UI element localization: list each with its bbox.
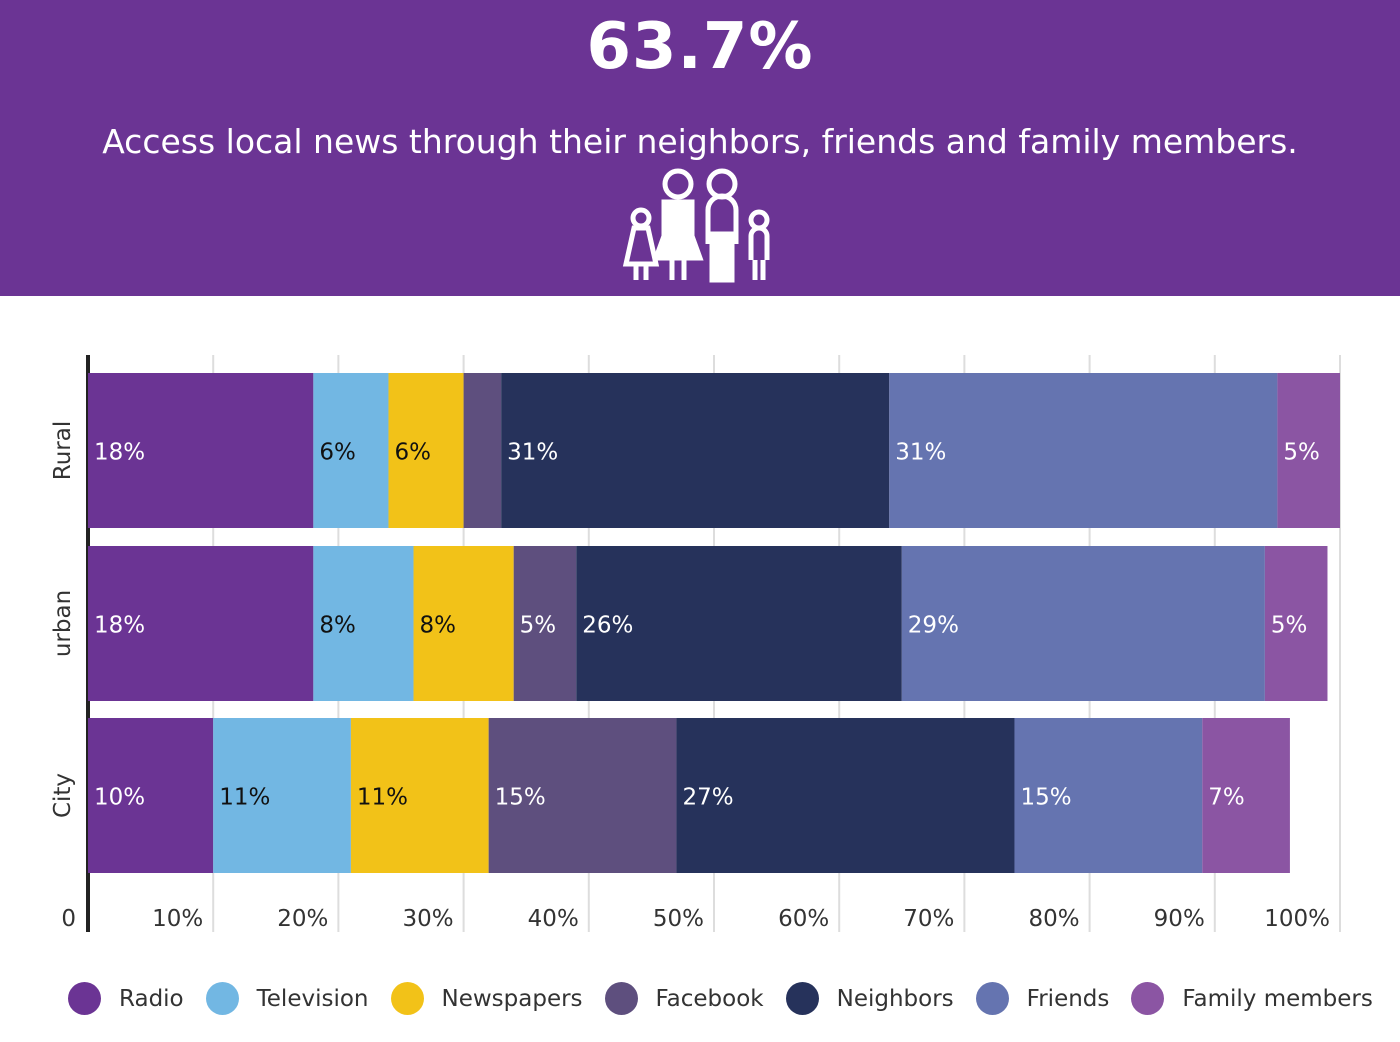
family-icon <box>622 168 770 283</box>
legend-item: Friends <box>975 982 1110 1015</box>
bar-segment-radio <box>88 718 214 873</box>
x-tick-label: 10% <box>152 906 203 932</box>
data-label: 15% <box>1020 785 1071 811</box>
legend-label: Facebook <box>655 985 764 1012</box>
legend-item: Television <box>205 982 369 1015</box>
legend-swatch <box>1131 982 1165 1015</box>
data-label: 27% <box>682 785 733 811</box>
data-label: 5% <box>520 613 557 639</box>
data-label: 5% <box>1271 613 1308 639</box>
category-label: Rural <box>50 421 76 480</box>
x-tick-label: 100% <box>1264 906 1330 932</box>
bar-segment-television <box>313 373 389 528</box>
legend-swatch <box>604 982 638 1015</box>
stacked-bar-chart: 0 10% 20% 30% 40% 50% 60% 70% 80% 90% 100% Rural 18%… <box>50 355 1341 932</box>
headline-subtitle: Access local news through their neighbor… <box>102 122 1298 161</box>
data-label: 8% <box>420 613 457 639</box>
category-label: City <box>50 773 76 818</box>
data-label: 6% <box>394 440 431 466</box>
x-tick-label: 40% <box>528 906 579 932</box>
legend-item: Newspapers <box>390 982 583 1015</box>
bar-segment-radio <box>88 373 314 528</box>
bar-segment-television <box>313 546 414 701</box>
bar-segment-friends <box>1014 718 1203 873</box>
bar-segment-neighbors <box>576 546 902 701</box>
data-label: 18% <box>94 440 145 466</box>
bar-segment-family-members <box>1264 546 1328 701</box>
bar-segment-friends <box>901 546 1265 701</box>
x-tick-label: 20% <box>277 906 328 932</box>
x-tick-label: 90% <box>1154 906 1205 932</box>
x-tick-label: 50% <box>653 906 704 932</box>
legend-label: Family members <box>1182 985 1373 1012</box>
legend-item: Facebook <box>604 982 764 1015</box>
data-label: 8% <box>319 613 356 639</box>
headline-stat: 63.7% <box>586 10 814 84</box>
data-label: 11% <box>357 785 408 811</box>
data-label: 31% <box>895 440 946 466</box>
header-banner: 63.7% Access local news through their ne… <box>0 0 1400 296</box>
bar-segment-neighbors <box>676 718 1015 873</box>
data-label: 18% <box>94 613 145 639</box>
legend-label: Radio <box>119 985 184 1012</box>
x-tick-label: 70% <box>903 906 954 932</box>
x-tick-label: 60% <box>778 906 829 932</box>
x-tick-label: 30% <box>402 906 453 932</box>
legend-label: Friends <box>1026 985 1110 1012</box>
legend-swatch <box>205 982 239 1015</box>
data-label: 11% <box>219 785 270 811</box>
bar-segment-friends <box>889 373 1278 528</box>
data-label: 31% <box>507 440 558 466</box>
data-label: 10% <box>94 785 145 811</box>
bar-segment-newspapers <box>413 546 514 701</box>
bar-segment-facebook <box>488 718 677 873</box>
data-label: 15% <box>495 785 546 811</box>
bar-segment-facebook <box>513 546 577 701</box>
data-label: 5% <box>1283 440 1320 466</box>
bar-segment-family-members <box>1277 373 1340 528</box>
data-label: 26% <box>582 613 633 639</box>
legend: Radio Television Newspapers Facebook Neighbo… <box>68 982 1395 1015</box>
bar-segment-family-members <box>1202 718 1290 873</box>
bar-segment-television <box>213 718 351 873</box>
legend-swatch <box>390 982 424 1015</box>
legend-label: Neighbors <box>836 985 954 1012</box>
bar-segment-neighbors <box>501 373 890 528</box>
legend-swatch <box>975 982 1009 1015</box>
legend-item: Radio <box>68 982 184 1015</box>
legend-item: Neighbors <box>785 982 954 1015</box>
data-label: 7% <box>1208 785 1245 811</box>
bar-segment-radio <box>88 546 314 701</box>
bar-segment-newspapers <box>388 373 464 528</box>
legend-label: Newspapers <box>441 985 583 1012</box>
x-tick-label: 0 <box>61 906 76 932</box>
legend-swatch <box>68 982 101 1015</box>
legend-label: Television <box>256 985 369 1012</box>
data-label: 6% <box>319 440 356 466</box>
data-label: 29% <box>908 613 959 639</box>
legend-item: Family members <box>1131 982 1373 1015</box>
bar-segment-facebook <box>463 373 502 528</box>
legend-swatch <box>785 982 819 1015</box>
category-label: urban <box>50 590 76 657</box>
bar-segment-newspapers <box>350 718 489 873</box>
x-tick-label: 80% <box>1028 906 1079 932</box>
